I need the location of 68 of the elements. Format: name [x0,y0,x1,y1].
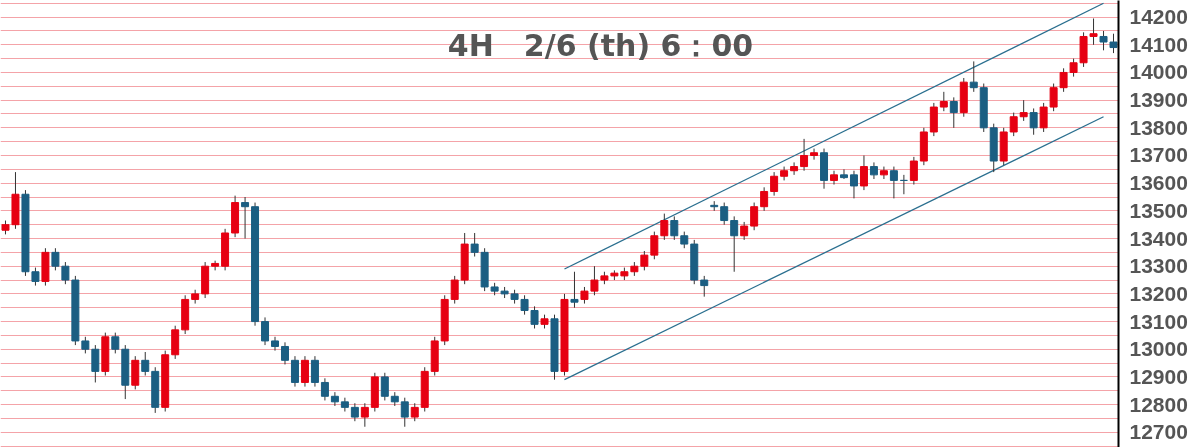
y-tick-label: 13700 [1129,143,1188,167]
candlestick [1019,99,1028,122]
text: 4H 2/6 (th) 6：00 [447,27,754,63]
candlestick [241,196,250,240]
candlestick [261,316,270,346]
candlestick [1099,30,1108,51]
y-tick-label: 13800 [1129,115,1188,139]
candlestick [830,170,838,186]
y-tick-label: 14000 [1129,60,1188,84]
candlestick [51,247,60,271]
candlestick [61,261,70,285]
y-tick-label: 14200 [1129,5,1188,29]
candlestick [840,168,848,180]
candlestick [211,260,220,271]
candlestick [790,161,799,176]
y-tick-label: 12800 [1129,392,1188,416]
y-tick-label: 12900 [1129,364,1188,388]
candlestick [879,166,888,180]
candlestick [91,344,100,383]
candlestick [271,336,279,352]
candlestick [760,186,769,212]
candlestick [730,215,739,273]
y-tick-label: 14100 [1129,32,1188,56]
candlestick [1109,33,1118,54]
y-tick-label: 13100 [1129,309,1188,333]
candlestick [1009,112,1018,137]
candlestick [650,231,659,260]
y-tick-label: 13200 [1129,281,1188,305]
candlestick [330,391,339,407]
candlestick [111,332,120,354]
candlestick [889,166,898,199]
candlestick [969,60,978,93]
y-tick-label: 12700 [1129,420,1188,444]
y-tick-label: 13600 [1129,171,1188,195]
candlestick [380,372,389,401]
candlestick [849,170,858,199]
candlestick [141,351,150,377]
candlestick [700,275,709,298]
candlestick [750,202,759,231]
candlestick [859,155,868,191]
candlestick [640,250,649,271]
candlestick [800,138,809,172]
y-tick-label: 13000 [1129,337,1188,361]
candlestick [450,275,459,305]
candlestick [570,271,579,309]
candlestick [281,341,289,365]
candlestick [670,215,679,241]
candlestick [590,265,599,296]
candlestick [720,202,729,226]
candlestick [340,397,349,413]
candlestick [290,355,299,388]
y-tick-label: 13300 [1129,254,1188,278]
candlestick [810,148,819,161]
y-tick-label: 13900 [1129,88,1188,112]
candlestick [320,377,329,401]
candlestick [1029,107,1038,136]
candlestick [939,91,948,112]
candlestick [909,156,918,186]
candlestick [949,96,958,129]
candlestick [310,355,319,388]
candlestick [400,397,409,428]
candlestick [660,213,669,241]
y-tick-label: 13400 [1129,226,1188,250]
candlestick [770,171,779,197]
y-tick-label: 13500 [1129,198,1188,222]
candlestick [1039,102,1048,133]
candlestick [360,402,369,428]
candlestick [300,355,309,388]
